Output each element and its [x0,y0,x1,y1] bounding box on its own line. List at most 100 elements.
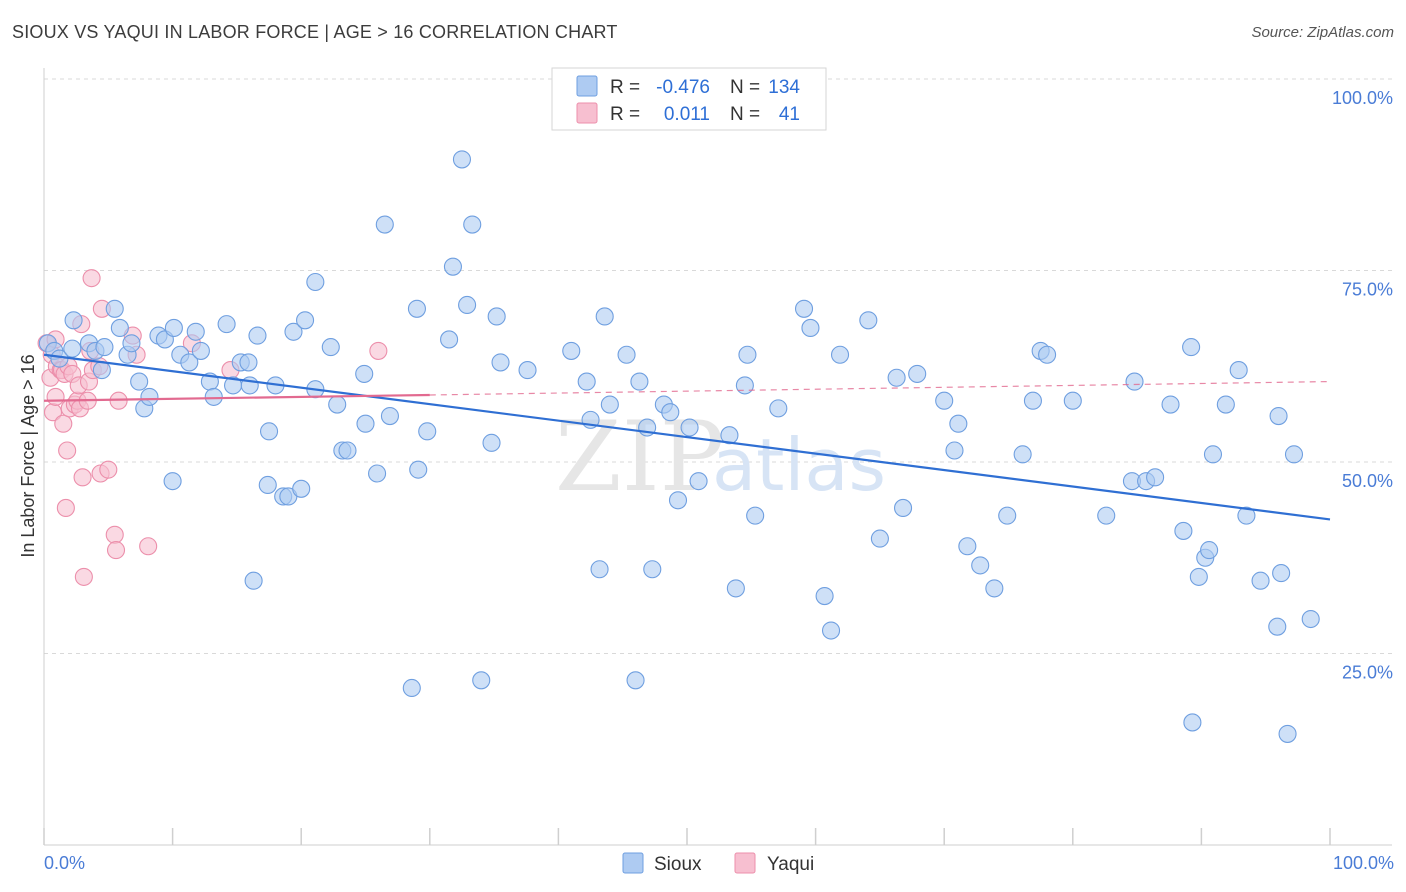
sioux-point-32 [248,326,267,345]
sioux-point-10 [110,318,129,338]
sioux-point-131 [1284,445,1304,464]
sioux-point-31 [244,571,263,590]
sioux-point-53 [407,299,426,318]
bottom-legend: Sioux Yaqui [622,852,814,875]
sioux-point-79 [668,491,688,510]
sioux-point-117 [1182,338,1201,357]
legend-n-value-yaqui: 41 [779,104,800,125]
legend-n-label-yaqui: N = [730,104,760,125]
y-tick-label-75: 75.0% [1342,280,1393,300]
sioux-point-65 [518,361,537,380]
sioux-point-119 [1189,567,1208,586]
sioux-point-60 [463,215,482,234]
sioux-point-123 [1216,395,1235,414]
sioux-point-52 [402,678,421,698]
sioux-point-38 [284,322,303,341]
watermark-atlas: atlas [712,423,886,507]
sioux-point-23 [191,341,210,360]
sioux-point-33 [258,475,277,495]
sioux-point-94 [870,529,889,548]
legend-r-value-sioux: -0.476 [656,77,710,98]
sioux-point-66 [562,341,581,360]
sioux-point-110 [1097,506,1116,525]
sioux-point-80 [680,418,699,437]
sioux-point-12 [122,334,141,353]
sioux-point-88 [794,299,814,318]
sioux-point-67 [577,372,596,391]
sioux-point-114 [1146,468,1165,487]
sioux-point-118 [1183,713,1202,732]
sioux-point-62 [482,433,501,452]
sioux-point-97 [908,364,927,383]
legend-r-label-sioux: R = [610,77,640,98]
sioux-point-71 [600,395,619,414]
sioux-point-34 [259,422,279,441]
sioux-point-64 [491,353,510,372]
sioux-point-129 [1272,564,1291,583]
legend-n-label-sioux: N = [730,77,760,98]
sioux-point-95 [887,368,906,387]
y-axis-label: In Labor Force | Age > 16 [18,354,38,557]
sioux-point-127 [1268,617,1287,636]
sioux-point-42 [306,272,325,292]
sioux-point-90 [815,586,834,606]
sioux-point-102 [971,556,990,575]
sioux-point-29 [239,353,258,372]
chart-title: SIOUX VS YAQUI IN LABOR FORCE | AGE > 16… [12,22,618,42]
sioux-point-101 [958,537,977,556]
bottom-legend-swatch-sioux [622,852,644,874]
sioux-point-92 [830,345,850,364]
y-tick-labels: 25.0% 50.0% 75.0% 100.0% [1332,88,1393,683]
sioux-point-50 [375,215,394,234]
legend-swatch-sioux [576,75,598,97]
sioux-trend-line [43,353,1331,521]
yaqui-trend-line-dashed [429,380,1331,396]
sioux-point-115 [1161,395,1180,414]
sioux-point-121 [1200,541,1219,560]
trend-lines [43,353,1331,521]
bottom-legend-label-sioux: Sioux [654,854,702,875]
watermark: ZIP atlas [555,401,886,513]
sioux-point-99 [945,441,964,460]
sioux-point-76 [643,560,662,579]
legend-n-value-sioux: 134 [768,77,800,98]
sioux-point-22 [186,322,205,341]
yaqui-point-20 [73,468,92,487]
sioux-point-106 [1023,391,1042,410]
yaqui-point-30 [99,460,118,479]
sioux-point-105 [1013,445,1032,464]
sioux-point-44 [328,395,347,414]
sioux-point-91 [821,621,841,640]
legend-box [551,67,827,131]
sioux-point-128 [1269,406,1288,426]
sioux-point-125 [1237,506,1256,525]
yaqui-point-36 [139,537,158,556]
sioux-point-3 [63,339,82,358]
legend-swatch-yaqui [576,102,598,124]
sioux-point-73 [626,671,645,690]
sioux-point-59 [458,295,477,315]
yaqui-point-21 [74,567,93,586]
sioux-point-54 [409,460,428,479]
sioux-point-93 [859,311,878,330]
sioux-point-46 [338,441,357,460]
sioux-point-116 [1174,521,1193,540]
sioux-point-63 [487,307,506,326]
watermark-zip: ZIP [555,401,724,513]
sioux-point-81 [689,472,708,491]
sioux-point-109 [1063,391,1082,410]
sioux-point-57 [443,257,462,276]
sioux-point-8 [95,338,114,357]
sioux-point-112 [1125,372,1144,391]
yaqui-point-4 [46,387,65,406]
sioux-point-78 [661,403,680,422]
sioux-point-4 [64,311,83,330]
sioux-point-86 [746,506,765,525]
sioux-point-26 [217,315,236,334]
sioux-point-9 [105,299,124,318]
sioux-point-72 [617,345,636,364]
sioux-point-21 [180,353,199,372]
sioux-point-96 [893,498,913,518]
y-tick-label-25: 25.0% [1342,663,1393,683]
